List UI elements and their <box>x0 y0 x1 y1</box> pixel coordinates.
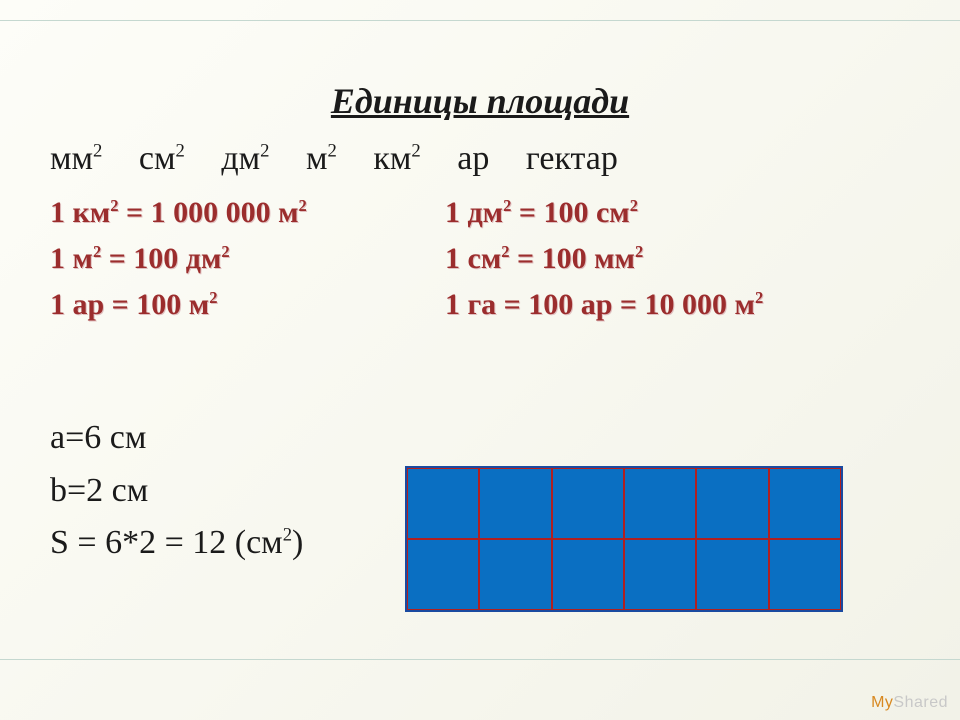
area-grid-rectangle <box>405 466 843 612</box>
conv-m2-dm2: 1 м2 = 100 дм2 <box>50 242 445 276</box>
unit-ar: ар <box>457 140 489 177</box>
conv-cm2-mm2: 1 см2 = 100 мм2 <box>445 242 910 276</box>
unit-dm2: дм2 <box>221 140 269 177</box>
conv-km2-m2: 1 км2 = 1 000 000 м2 <box>50 196 445 230</box>
decor-line-bottom <box>0 659 960 660</box>
conversion-row-3: 1 ар = 100 м2 1 га = 100 ар = 10 000 м2 <box>50 288 910 322</box>
grid-cell <box>552 539 624 610</box>
watermark: MyShared <box>871 694 948 712</box>
grid-cell <box>407 468 479 539</box>
grid-cell <box>624 468 696 539</box>
grid-cell <box>696 539 768 610</box>
conv-ar-m2: 1 ар = 100 м2 <box>50 288 445 322</box>
slide-title: Единицы площади <box>50 80 910 122</box>
grid-cell <box>479 539 551 610</box>
grid-cell <box>624 539 696 610</box>
decor-line-top <box>0 20 960 21</box>
unit-hectare: гектар <box>526 140 618 177</box>
example-a: a=6 см <box>50 412 910 465</box>
units-list: мм2 см2 дм2 м2 км2 ар гектар <box>50 140 910 178</box>
conv-ga-ar-m2: 1 га = 100 ар = 10 000 м2 <box>445 288 910 322</box>
watermark-suffix: Shared <box>893 694 948 711</box>
grid-cell <box>479 468 551 539</box>
grid-cell <box>769 539 841 610</box>
grid-cell <box>769 468 841 539</box>
conversion-row-2: 1 м2 = 100 дм2 1 см2 = 100 мм2 <box>50 242 910 276</box>
watermark-prefix: My <box>871 694 893 711</box>
unit-cm2: см2 <box>139 140 185 177</box>
unit-km2: км2 <box>373 140 420 177</box>
grid-cell <box>407 539 479 610</box>
unit-mm2: мм2 <box>50 140 102 177</box>
grid-cell <box>552 468 624 539</box>
grid-cell <box>696 468 768 539</box>
conversion-row-1: 1 км2 = 1 000 000 м2 1 дм2 = 100 см2 <box>50 196 910 230</box>
conv-dm2-cm2: 1 дм2 = 100 см2 <box>445 196 910 230</box>
unit-m2: м2 <box>306 140 337 177</box>
